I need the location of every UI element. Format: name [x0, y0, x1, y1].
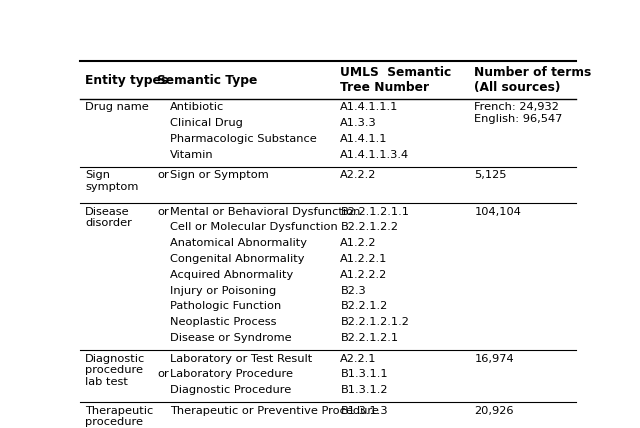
Text: B1.3.1.2: B1.3.1.2: [340, 385, 388, 395]
Text: 16,974: 16,974: [474, 354, 514, 363]
Text: 5,125: 5,125: [474, 170, 507, 180]
Text: Anatomical Abnormality: Anatomical Abnormality: [170, 238, 307, 248]
Text: Therapeutic or Preventive Procedure: Therapeutic or Preventive Procedure: [170, 406, 379, 416]
Text: A1.3.3: A1.3.3: [340, 118, 377, 128]
Text: Acquired Abnormality: Acquired Abnormality: [170, 270, 293, 280]
Text: UMLS  Semantic
Tree Number: UMLS Semantic Tree Number: [340, 66, 452, 94]
Text: Disease or Syndrome: Disease or Syndrome: [170, 333, 291, 343]
Text: 20,926: 20,926: [474, 406, 514, 416]
Text: Diagnostic
procedure
lab test: Diagnostic procedure lab test: [85, 354, 145, 387]
Text: French: 24,932
English: 96,547: French: 24,932 English: 96,547: [474, 102, 563, 124]
Text: 104,104: 104,104: [474, 207, 521, 217]
Text: A1.4.1.1: A1.4.1.1: [340, 134, 388, 144]
Text: Diagnostic Procedure: Diagnostic Procedure: [170, 385, 291, 395]
Text: Number of terms
(All sources): Number of terms (All sources): [474, 66, 591, 94]
Text: Sign
symptom: Sign symptom: [85, 170, 138, 192]
Text: Pharmacologic Substance: Pharmacologic Substance: [170, 134, 317, 144]
Text: A1.2.2.2: A1.2.2.2: [340, 270, 388, 280]
Text: Vitamin: Vitamin: [170, 150, 213, 160]
Text: B2.2.1.2: B2.2.1.2: [340, 301, 388, 312]
Text: Disease
disorder: Disease disorder: [85, 207, 132, 228]
Text: Pathologic Function: Pathologic Function: [170, 301, 281, 312]
Text: Antibiotic: Antibiotic: [170, 102, 224, 113]
Text: Drug name: Drug name: [85, 102, 148, 113]
Text: A1.2.2: A1.2.2: [340, 238, 377, 248]
Text: A2.2.2: A2.2.2: [340, 170, 377, 180]
Text: or: or: [157, 170, 168, 180]
Text: B2.2.1.2.1: B2.2.1.2.1: [340, 333, 399, 343]
Text: B2.3: B2.3: [340, 285, 366, 296]
Text: B2.2.1.2.1.2: B2.2.1.2.1.2: [340, 317, 409, 327]
Text: Neoplastic Process: Neoplastic Process: [170, 317, 276, 327]
Text: Entity types: Entity types: [85, 74, 168, 87]
Text: Congenital Abnormality: Congenital Abnormality: [170, 254, 304, 264]
Text: Mental or Behavioral Dysfunction: Mental or Behavioral Dysfunction: [170, 207, 360, 217]
Text: Laboratory or Test Result: Laboratory or Test Result: [170, 354, 312, 363]
Text: B2.2.1.2.2: B2.2.1.2.2: [340, 223, 398, 232]
Text: Sign or Symptom: Sign or Symptom: [170, 170, 269, 180]
Text: B2.2.1.2.1.1: B2.2.1.2.1.1: [340, 207, 410, 217]
Text: or: or: [157, 369, 168, 379]
Text: A1.4.1.1.3.4: A1.4.1.1.3.4: [340, 150, 410, 160]
Text: Semantic Type: Semantic Type: [157, 74, 257, 87]
Text: A2.2.1: A2.2.1: [340, 354, 377, 363]
Text: Cell or Molecular Dysfunction: Cell or Molecular Dysfunction: [170, 223, 337, 232]
Text: Laboratory Procedure: Laboratory Procedure: [170, 369, 292, 379]
Text: Therapeutic
procedure: Therapeutic procedure: [85, 406, 153, 427]
Text: or: or: [157, 207, 168, 217]
Text: Clinical Drug: Clinical Drug: [170, 118, 243, 128]
Text: B1.3.1.1: B1.3.1.1: [340, 369, 388, 379]
Text: B1.3.1.3: B1.3.1.3: [340, 406, 388, 416]
Text: A1.4.1.1.1: A1.4.1.1.1: [340, 102, 399, 113]
Text: Injury or Poisoning: Injury or Poisoning: [170, 285, 276, 296]
Text: A1.2.2.1: A1.2.2.1: [340, 254, 388, 264]
